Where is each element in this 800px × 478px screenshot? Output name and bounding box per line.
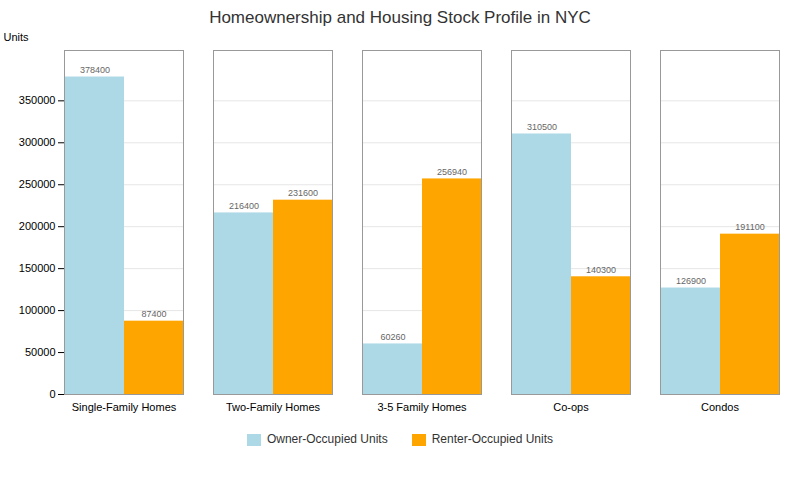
svg-text:378400: 378400 (80, 65, 110, 75)
svg-text:Condos: Condos (701, 401, 739, 413)
svg-text:60260: 60260 (380, 332, 405, 342)
svg-text:126900: 126900 (676, 276, 706, 286)
svg-text:300000: 300000 (19, 136, 56, 148)
svg-text:0: 0 (49, 388, 55, 400)
svg-text:350000: 350000 (19, 94, 56, 106)
svg-text:50000: 50000 (25, 346, 56, 358)
svg-text:191100: 191100 (735, 222, 764, 232)
html-text:Renter-Occupied Units: Renter-Occupied Units (431, 432, 553, 446)
svg-text:Co-ops: Co-ops (553, 401, 589, 413)
svg-text:100000: 100000 (19, 304, 56, 316)
svg-text:140300: 140300 (586, 265, 616, 275)
svg-text:250000: 250000 (19, 178, 56, 190)
html-text:Owner-Occupied Units: Owner-Occupied Units (266, 432, 388, 446)
html-text:Homeownership and Housing Stoc: Homeownership and Housing Stock Profile … (209, 8, 591, 27)
svg-text:Two-Family Homes: Two-Family Homes (226, 401, 321, 413)
svg-text:Single-Family Homes: Single-Family Homes (72, 401, 177, 413)
svg-text:Units: Units (4, 31, 30, 43)
svg-text:310500: 310500 (527, 122, 557, 132)
svg-text:3-5 Family Homes: 3-5 Family Homes (377, 401, 467, 413)
svg-text:200000: 200000 (19, 220, 56, 232)
svg-text:256940: 256940 (437, 167, 467, 177)
svg-text:231600: 231600 (288, 188, 318, 198)
svg-text:150000: 150000 (19, 262, 56, 274)
svg-text:216400: 216400 (229, 201, 259, 211)
svg-text:87400: 87400 (141, 309, 166, 319)
